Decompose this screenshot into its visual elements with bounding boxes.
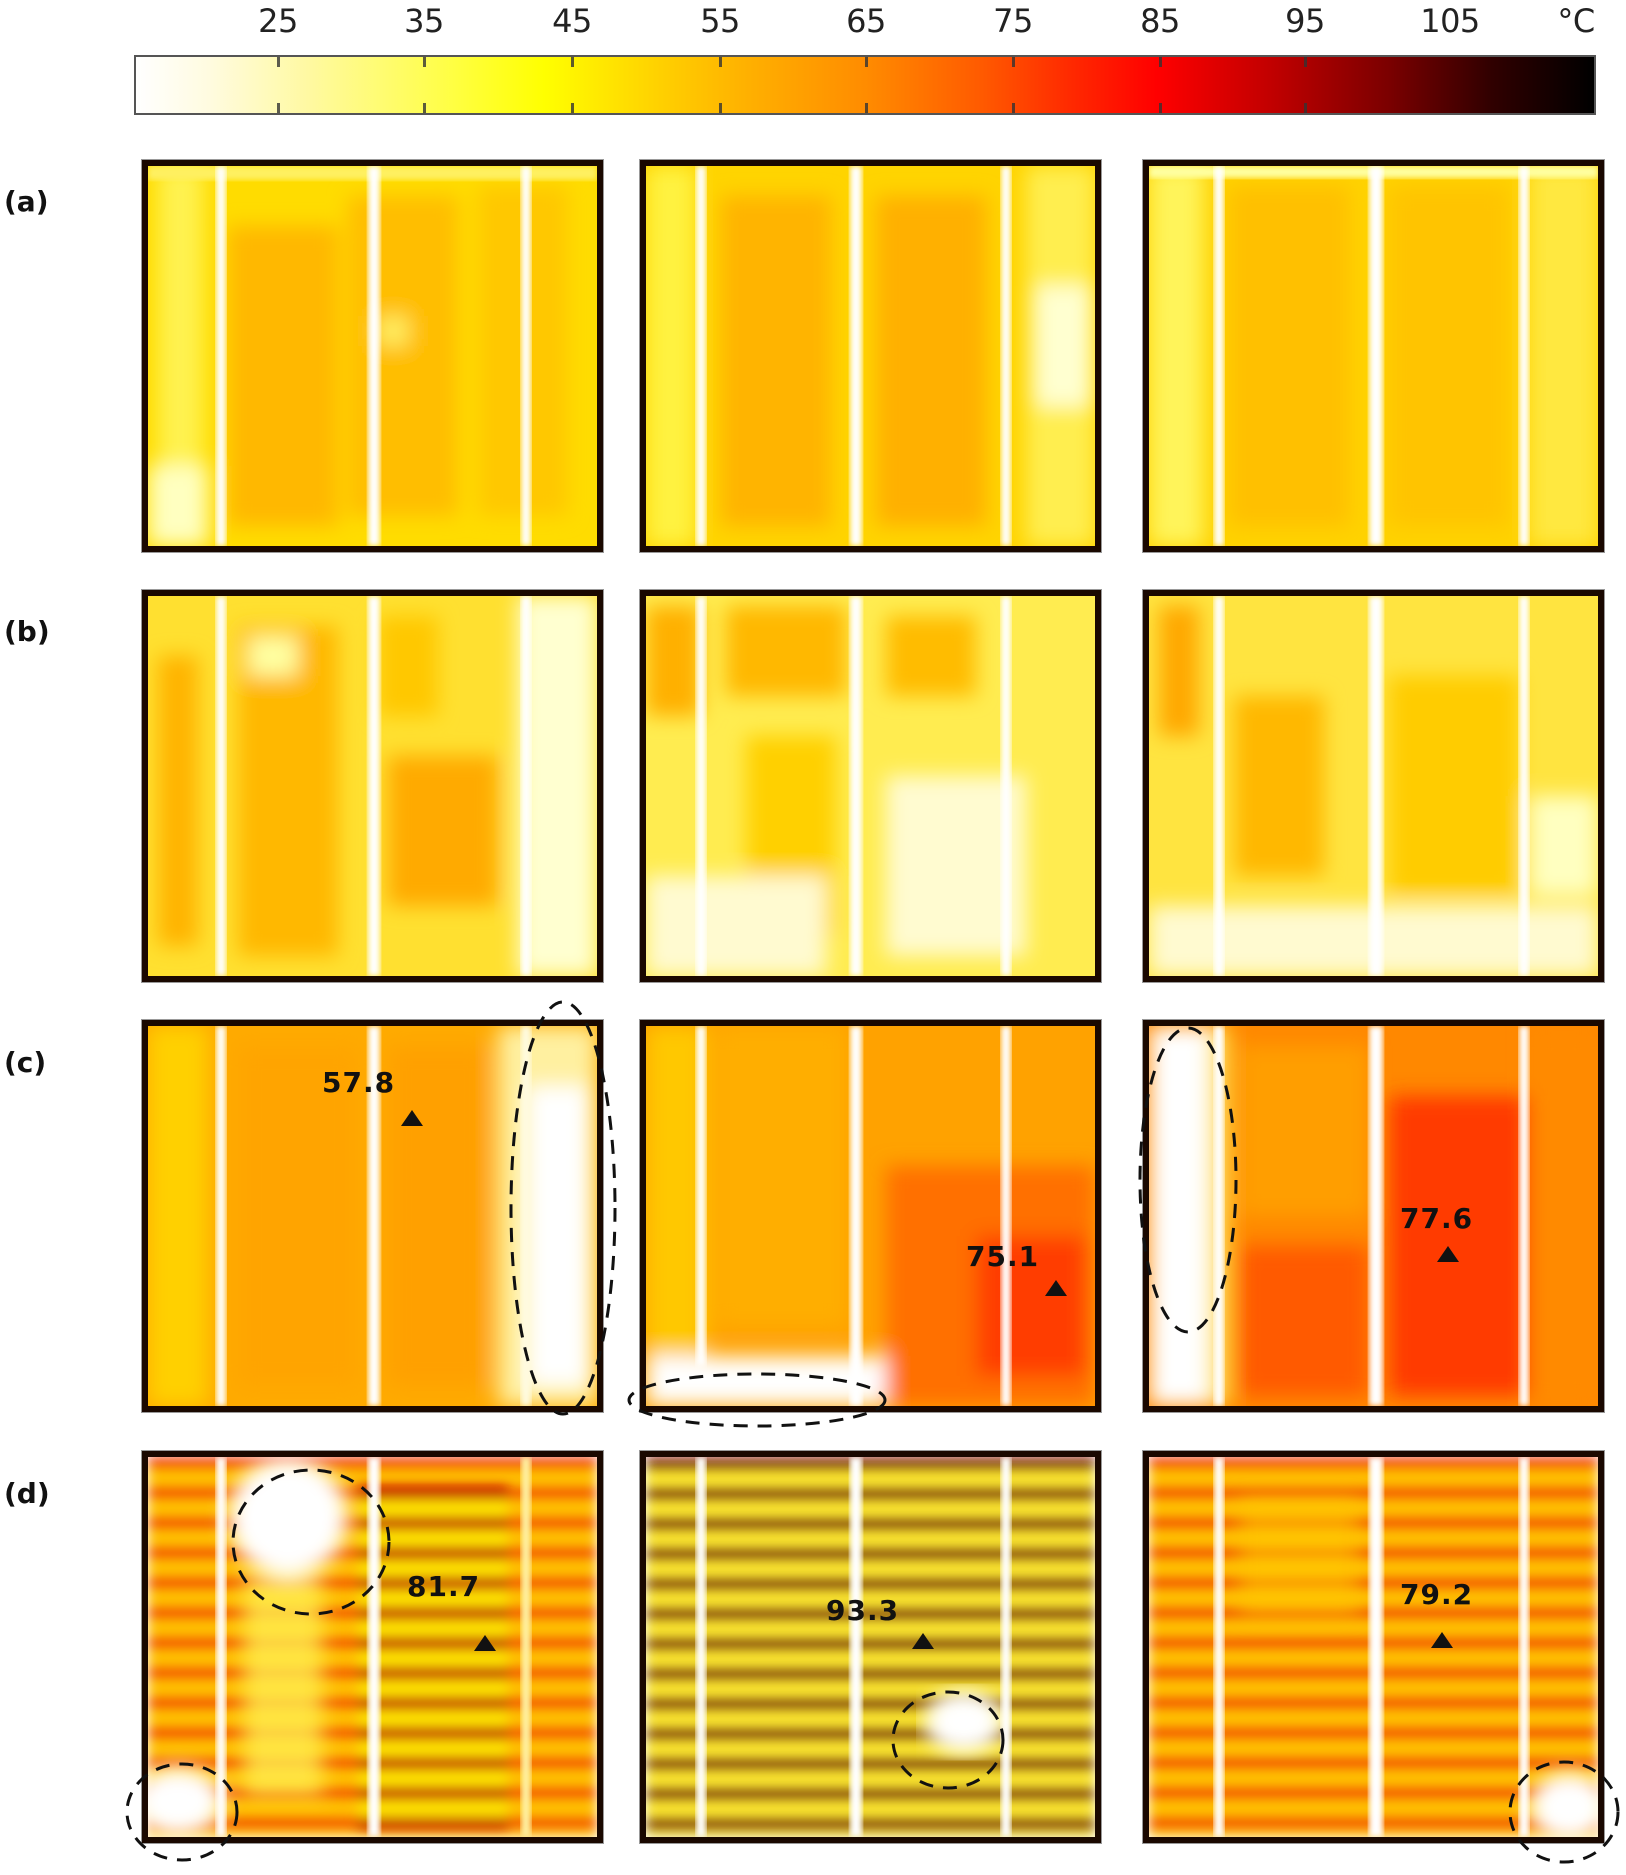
- colorbar-tick: [1159, 103, 1162, 113]
- thermal-panel-c2: [640, 1020, 1101, 1412]
- thermal-panel-a2: [640, 160, 1101, 552]
- thermal-panel-b1: [142, 590, 603, 982]
- temperature-value-d3: 79.2: [1400, 1578, 1474, 1611]
- thermal-panel-b3: [1143, 590, 1604, 982]
- colorbar-tick: [1304, 103, 1307, 113]
- colorbar-tick-label: 25: [258, 2, 298, 40]
- row-label-b: (b): [4, 615, 50, 648]
- thermal-panel-c3: [1143, 1020, 1604, 1412]
- row-label-a: (a): [4, 185, 49, 218]
- colorbar-tick: [1012, 57, 1015, 67]
- row-label-d: (d): [4, 1477, 50, 1510]
- temperature-value-d1: 81.7: [407, 1570, 481, 1603]
- colorbar-tick: [277, 57, 280, 67]
- temperature-value-c2: 75.1: [966, 1240, 1040, 1273]
- colorbar-tick: [423, 57, 426, 67]
- colorbar-tick-label: 95: [1285, 2, 1325, 40]
- triangle-marker-icon: [401, 1110, 423, 1126]
- triangle-marker-icon: [1437, 1246, 1459, 1262]
- colorbar-tick-label: 45: [552, 2, 592, 40]
- triangle-marker-icon: [912, 1633, 934, 1649]
- colorbar-tick: [865, 103, 868, 113]
- triangle-marker-icon: [1045, 1280, 1067, 1296]
- temperature-value-c1: 57.8: [322, 1066, 396, 1099]
- colorbar-tick: [719, 57, 722, 67]
- triangle-marker-icon: [1431, 1632, 1453, 1648]
- colorbar-tick-label: 65: [846, 2, 886, 40]
- colorbar-tick-label: 75: [993, 2, 1033, 40]
- thermal-panel-d3: [1143, 1451, 1604, 1843]
- thermal-panel-a1: [142, 160, 603, 552]
- colorbar-tick-label: 35: [404, 2, 444, 40]
- colorbar-tick: [1159, 57, 1162, 67]
- temperature-value-c3: 77.6: [1400, 1202, 1474, 1235]
- colorbar-unit-label: °C: [1557, 2, 1595, 40]
- colorbar-tick: [1012, 103, 1015, 113]
- thermal-panel-a3: [1143, 160, 1604, 552]
- row-label-c: (c): [4, 1046, 47, 1079]
- thermal-panel-d2: [640, 1451, 1101, 1843]
- triangle-marker-icon: [474, 1635, 496, 1651]
- colorbar-tick-label: 55: [700, 2, 740, 40]
- colorbar-tick: [1304, 57, 1307, 67]
- temperature-value-d2: 93.3: [826, 1594, 900, 1627]
- colorbar-tick-label: 85: [1140, 2, 1180, 40]
- colorbar-tick: [571, 57, 574, 67]
- colorbar-tick: [277, 103, 280, 113]
- colorbar-tick: [423, 103, 426, 113]
- thermal-panel-d1: [142, 1451, 603, 1843]
- colorbar-legend: 25 35 45 55 65 75 85 95 105 °C: [0, 0, 1626, 130]
- colorbar-tick: [571, 103, 574, 113]
- colorbar-tick: [865, 57, 868, 67]
- colorbar-tick-label: 105: [1420, 2, 1480, 40]
- colorbar-tick: [719, 103, 722, 113]
- thermal-panel-b2: [640, 590, 1101, 982]
